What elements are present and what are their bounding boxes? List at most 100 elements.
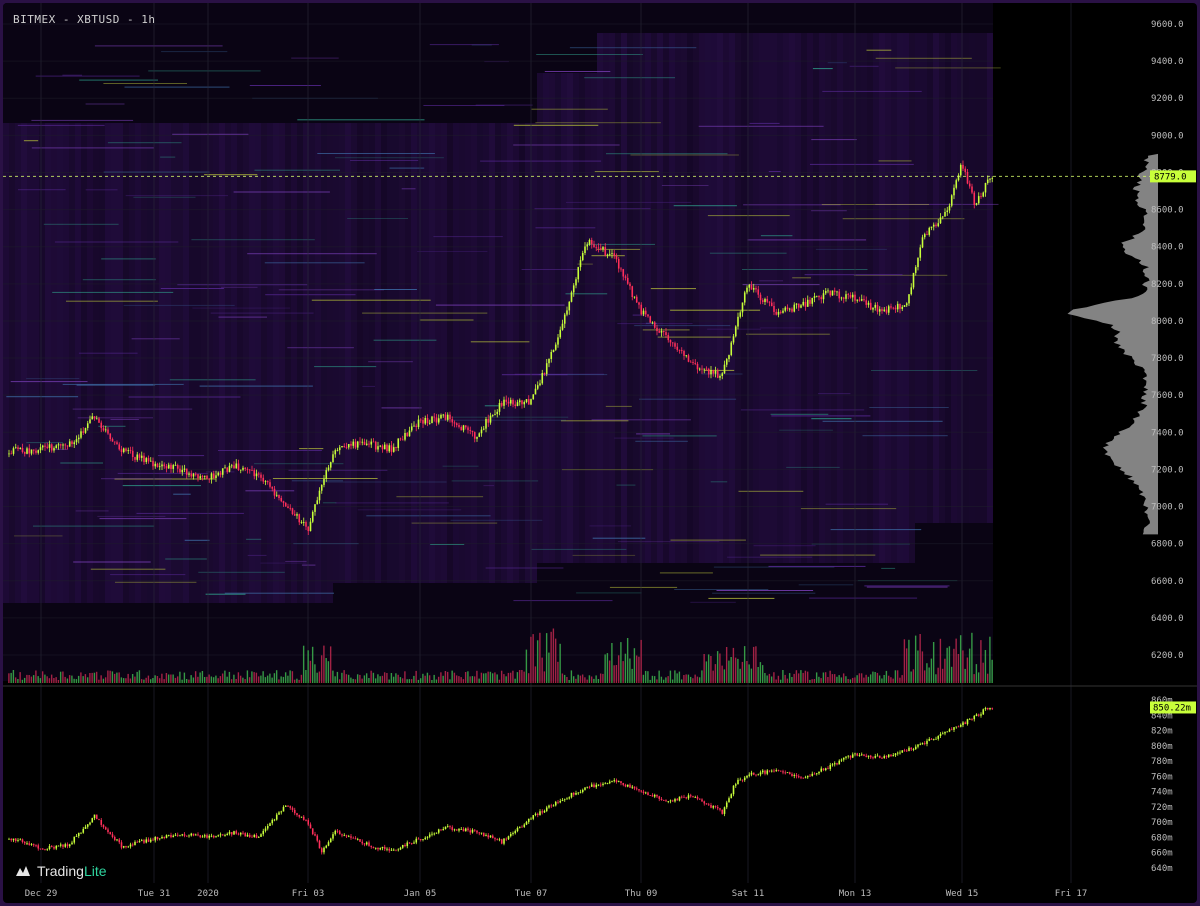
heatmap-column [489,123,495,583]
chart-frame: 9600.09400.09200.09000.08800.08600.08400… [3,3,1197,903]
liquidity-streak [577,263,593,265]
delta-candle [719,808,721,810]
heatmap-column [687,33,693,563]
liquidity-streak [291,57,339,59]
volume-bar [23,677,26,683]
delta-candle [604,783,607,785]
heatmap-column [99,123,105,603]
liquidity-streak [875,203,999,205]
liquidity-streak [713,566,835,568]
liquidity-streak [536,54,643,55]
volume-bar [613,665,615,683]
volume-bar [570,670,573,683]
price-candle [41,445,44,448]
price-candle [613,253,616,256]
delta-candle [687,795,690,799]
delta-candle [683,796,685,798]
delta-candle [768,770,771,772]
chart-canvas[interactable]: 9600.09400.09200.09000.08800.08600.08400… [3,3,1197,903]
delta-candle [323,847,325,853]
volume-bar [887,675,890,683]
volume-bar [147,675,150,683]
delta-candle [617,781,620,782]
volume-bar [660,676,663,683]
liquidity-streak [818,393,851,395]
heatmap-column [915,33,921,523]
time-tick-label: Fri 17 [1055,889,1088,899]
liquidity-streak [423,105,505,106]
delta-candle [964,722,967,725]
delta-candle [917,744,919,747]
delta-candle [242,832,244,834]
volume-bar [334,676,336,683]
volume-bar [793,673,795,683]
price-candle [113,441,116,443]
delta-candle [415,838,418,843]
volume-bar [467,671,469,683]
price-candle [305,522,307,527]
price-candle [503,399,505,406]
liquidity-streak [742,284,820,286]
liquidity-streak [110,419,139,420]
liquidity-streak [531,548,627,550]
heatmap-column [201,123,207,603]
delta-candle [134,841,136,845]
delta-candle [676,799,679,801]
heatmap-column [495,123,501,583]
delta-candle [509,834,512,837]
volume-bar [255,672,258,683]
delta-candle [836,763,838,765]
liquidity-streak [617,541,720,543]
delta-candle [984,708,987,710]
heatmap-column [477,123,483,583]
volume-bar [275,670,278,683]
volume-bar [757,667,759,683]
heatmap-column [351,123,357,583]
price-candle [820,297,823,300]
delta-candle [966,719,969,725]
price-candle [404,433,406,440]
volume-bar [818,676,820,683]
liquidity-streak [586,243,655,245]
delta-candle [968,719,971,720]
price-candle [811,297,814,304]
liquidity-streak [878,160,912,162]
volume-bar [417,679,420,683]
liquidity-streak [792,277,811,279]
liquidity-streak [33,525,155,527]
volume-bar [734,657,737,683]
delta-candle [471,829,474,833]
delta-candle [113,837,116,840]
volume-bar [948,646,951,683]
volume-bar [269,673,271,683]
volume-bar [127,673,129,683]
volume-bar [741,661,744,683]
volume-bar [728,660,730,683]
liquidity-streak [157,455,205,457]
price-candle [408,430,411,437]
liquidity-streak [335,157,444,159]
liquidity-streak [401,188,416,190]
volume-bar [917,650,919,683]
volume-bar [453,672,456,683]
delta-candle [516,827,519,832]
delta-candle [217,835,220,837]
volume-bar [964,668,966,683]
price-candle [399,438,402,440]
heatmap-column [261,123,267,603]
volume-bar [874,672,876,683]
liquidity-streak [592,537,646,539]
delta-candle [840,759,843,761]
volume-bar [838,675,840,683]
delta-candle [559,801,562,803]
price-candle [894,307,897,310]
heatmap-column [645,33,651,563]
price-candle [275,494,278,496]
volume-bar [228,671,231,683]
delta-candle [705,803,708,805]
liquidity-streak [442,465,479,467]
delta-candle [345,835,348,837]
delta-candle [746,775,748,778]
price-candle [854,294,856,301]
liquidity-streak [62,383,184,385]
